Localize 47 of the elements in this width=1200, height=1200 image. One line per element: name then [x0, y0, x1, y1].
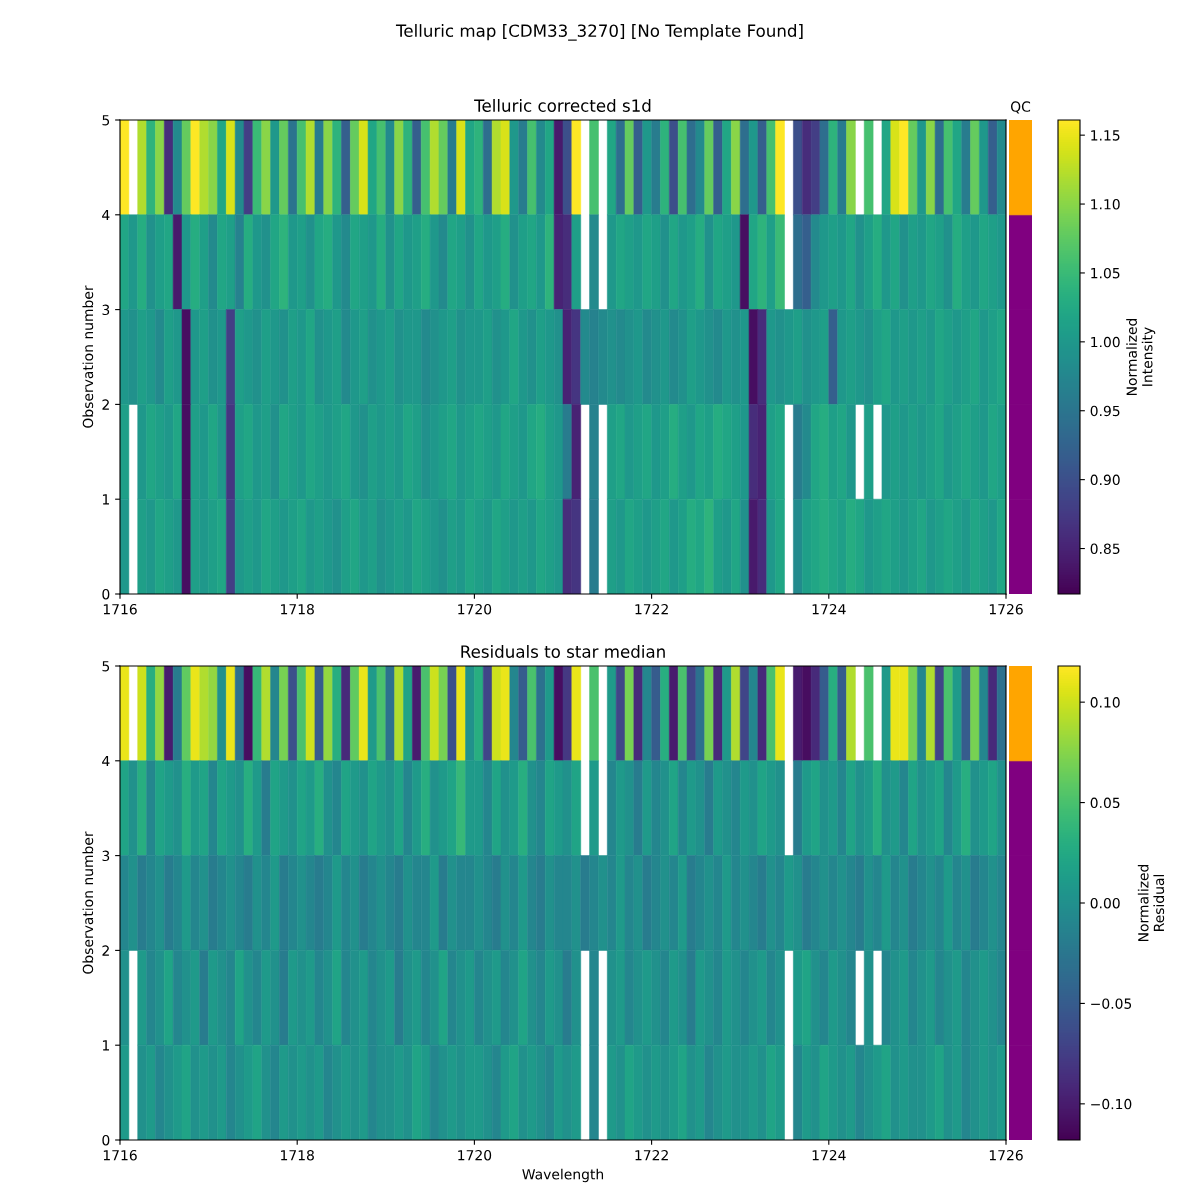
color-bar-title: Normalized Residual	[1137, 864, 1165, 942]
bar	[1009, 120, 1032, 216]
y-axis-title: Observation number	[82, 285, 94, 428]
y-tick-label: 1	[102, 1040, 109, 1051]
x-tick-label: 1724	[812, 1149, 846, 1161]
color-bar-label: 1.00	[1091, 336, 1120, 348]
color-bar-label: 1.10	[1091, 199, 1120, 210]
y-tick-label: 1	[102, 494, 109, 505]
x-tick-label: 1722	[635, 1149, 668, 1161]
y-tick-label: 3	[102, 304, 110, 316]
color-bar-label: 1.15	[1091, 130, 1120, 141]
x-tick-label: 1716	[103, 603, 137, 615]
y-tick-label: 2	[102, 399, 109, 410]
color-bar-label: 0.05	[1090, 797, 1120, 809]
chart-title: Residuals to star median	[461, 645, 665, 658]
x-tick-label: 1716	[103, 1149, 137, 1161]
y-tick-label: 5	[102, 661, 110, 672]
chart-title: Telluric corrected s1d	[474, 99, 651, 112]
y-tick-label: 0	[102, 588, 110, 600]
x-tick-label: 1724	[812, 603, 846, 615]
color-bar-label: −0.10	[1091, 1098, 1132, 1110]
color-bar-label: 0.90	[1090, 474, 1120, 486]
color-bar-label: 0.10	[1090, 697, 1120, 708]
x-tick-label: 1726	[989, 1149, 1023, 1161]
x-tick-label: 1720	[458, 603, 492, 615]
y-tick-label: 0	[102, 1134, 110, 1146]
x-axis-title: Wavelength	[522, 1168, 604, 1183]
text: Telluric map [CDM33_3270] [No Template Found]	[395, 24, 803, 41]
x-tick-label: 1720	[458, 1149, 492, 1161]
color-bar-label: 0.85	[1090, 543, 1120, 554]
bar	[1009, 666, 1032, 762]
color-bar-label: 0.95	[1090, 405, 1120, 417]
x-tick-label: 1722	[635, 603, 668, 615]
y-tick-label: 3	[102, 850, 110, 862]
chart-title: QC	[1010, 101, 1031, 114]
y-tick-label: 2	[102, 945, 109, 956]
x-tick-label: 1718	[281, 603, 314, 615]
color-bar-label: 1.05	[1091, 267, 1120, 279]
y-axis-title: Observation number	[82, 831, 94, 974]
color-bar-label: 0.00	[1090, 897, 1120, 909]
x-tick-label: 1718	[281, 1149, 314, 1161]
color-bar-title: Normalized Intensity	[1126, 318, 1156, 396]
x-tick-label: 1726	[989, 603, 1023, 615]
y-tick-label: 4	[102, 209, 110, 221]
color-bar-label: −0.05	[1091, 998, 1132, 1009]
y-tick-label: 5	[102, 115, 110, 126]
y-tick-label: 4	[102, 755, 110, 767]
